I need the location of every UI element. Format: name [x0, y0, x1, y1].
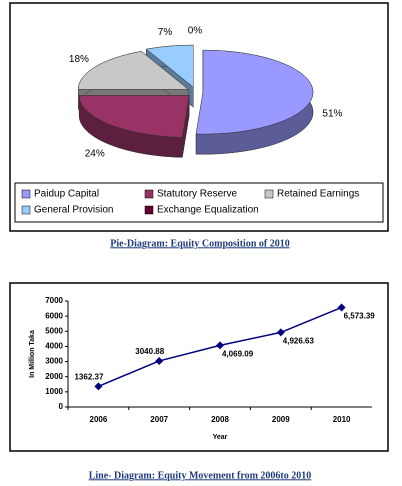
slice-top	[195, 49, 314, 135]
x-tick-label: 2010	[333, 415, 351, 424]
point-label: 4,069.09	[222, 349, 254, 358]
pie-slice	[78, 95, 190, 158]
pie-value-label: 18%	[69, 54, 89, 65]
line-caption: Line- Diagram: Equity Movement from 2006…	[89, 470, 312, 481]
point-label: 6,573.39	[344, 312, 376, 321]
slice-top	[78, 95, 190, 138]
legend-label: Paidup Capital	[34, 189, 99, 200]
y-tick-label: 2000	[45, 372, 63, 381]
x-axis-title: Year	[213, 434, 228, 441]
line-frame	[9, 282, 389, 452]
y-axis-title: In Million Taka	[29, 330, 36, 378]
point-label: 1362.37	[74, 372, 103, 381]
point-marker	[216, 341, 224, 350]
x-tick-label: 2009	[272, 415, 290, 424]
legend-label: Retained Earnings	[277, 189, 359, 200]
legend-swatch	[144, 205, 154, 215]
y-tick-label: 3000	[45, 357, 63, 366]
x-tick-label: 2006	[90, 415, 108, 424]
point-label: 3040.88	[135, 347, 164, 356]
point-marker	[337, 303, 346, 312]
pie-slice	[195, 49, 314, 155]
y-tick-label: 4000	[45, 342, 63, 351]
pie-value-label: 24%	[85, 148, 105, 159]
point-marker	[155, 356, 164, 365]
pie-value-label: 51%	[322, 109, 342, 120]
pie-frame	[9, 2, 389, 232]
y-tick-label: 6000	[45, 311, 63, 320]
pie-caption: Pie-Diagram: Equity Composition of 2010	[110, 238, 289, 249]
pie-value-label: 7%	[158, 27, 173, 38]
point-marker	[276, 328, 285, 337]
legend-swatch	[264, 189, 274, 199]
legend-label: General Provision	[34, 205, 113, 216]
point-marker	[94, 382, 103, 391]
y-tick-label: 0	[59, 402, 64, 411]
legend-swatch	[21, 189, 31, 199]
slice-top	[77, 51, 189, 90]
point-label: 4,926.63	[283, 337, 315, 346]
slice-top	[145, 44, 194, 88]
legend-label: Statutory Reserve	[157, 189, 237, 200]
legend-box	[14, 182, 384, 223]
legend-swatch	[21, 205, 31, 215]
pie-value-label: 0%	[188, 26, 203, 37]
y-tick-label: 5000	[45, 326, 63, 335]
y-tick-label: 7000	[45, 296, 63, 305]
y-tick-label: 1000	[45, 387, 63, 396]
legend-swatch	[144, 189, 154, 199]
legend-label: Exchange Equalization	[157, 205, 259, 216]
x-tick-label: 2008	[211, 415, 229, 424]
x-tick-label: 2007	[150, 415, 168, 424]
